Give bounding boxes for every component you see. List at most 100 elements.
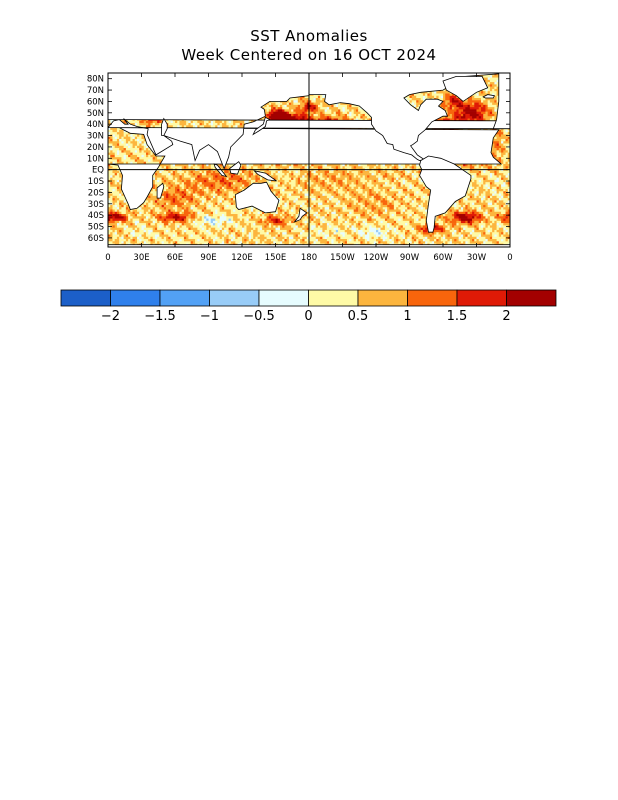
anomaly-cell [112,177,122,181]
anomaly-cell [228,177,241,181]
anomaly-cell [304,116,308,119]
anomaly-cell [293,173,301,176]
anomaly-cell [183,166,187,169]
anomaly-cell [282,104,285,108]
anomaly-cell [271,109,274,112]
anomaly-cell [159,179,162,183]
anomaly-cell [398,163,401,167]
anomaly-cell [391,177,395,181]
anomaly-cell [183,173,189,176]
anomaly-cell [367,118,370,122]
anomaly-cell [360,113,363,117]
anomaly-cell [148,148,151,151]
anomaly-cell [501,148,506,151]
anomaly-cell [342,109,346,112]
anomaly-cell [478,93,491,97]
anomaly-cell [322,98,325,101]
anomaly-cell [492,111,497,115]
anomaly-cell [199,123,203,126]
anomaly-cell [315,100,325,103]
anomaly-cell [494,82,497,85]
anomaly-cell [456,109,459,112]
anomaly-cell [449,100,453,103]
anomaly-cell [489,93,493,97]
anomaly-cell [114,175,120,178]
anomaly-cell [346,116,350,119]
anomaly-cell [483,102,488,106]
anomaly-cell [212,170,216,174]
anomaly-cell [507,150,510,153]
anomaly-cell [489,77,502,81]
anomaly-cell [501,150,504,153]
anomaly-cell [244,177,247,181]
anomaly-cell [177,177,180,181]
anomaly-cell [467,104,471,108]
anomaly-cell [148,159,151,162]
anomaly-cell [492,109,495,112]
anomaly-cell [181,179,185,183]
anomaly-cell [168,166,171,169]
anomaly-cell [507,161,510,165]
anomaly-cell [335,166,339,169]
anomaly-cell [376,170,379,174]
anomaly-cell [237,173,241,176]
anomaly-cell [277,175,283,178]
anomaly-cell [282,163,287,167]
anomaly-cell [141,154,145,158]
anomaly-cell [447,107,450,110]
anomaly-cell [507,132,510,135]
anomaly-cell [175,170,178,174]
anomaly-cell [248,177,252,181]
anomaly-cell [250,179,256,183]
anomaly-cell [268,179,272,183]
anomaly-cell [246,177,249,181]
anomaly-cell [197,175,200,178]
anomaly-cell [313,107,316,110]
anomaly-cell [485,107,488,110]
anomaly-cell [384,173,388,176]
anomaly-cell [112,175,115,178]
anomaly-cell [324,170,330,174]
anomaly-cell [148,152,151,156]
anomaly-cell [221,125,229,128]
anomaly-cell [300,170,310,174]
anomaly-cell [440,116,446,119]
anomaly-cell [313,166,319,169]
anomaly-cell [494,170,497,174]
anomaly-cell [172,120,176,124]
anomaly-cell [226,166,232,169]
anomaly-cell [295,111,303,115]
anomaly-cell [498,150,502,153]
anomaly-cell [355,116,361,119]
anomaly-cell [505,175,509,178]
chart-title: SST Anomalies [250,27,368,45]
anomaly-cell [317,173,321,176]
anomaly-cell [255,177,261,181]
anomaly-cell [119,134,124,137]
anomaly-cell [190,177,196,181]
anomaly-cell [360,111,368,115]
anomaly-cell [170,166,182,169]
anomaly-cell [400,166,404,169]
anomaly-cell [487,86,491,90]
anomaly-cell [469,104,475,108]
anomaly-cell [317,113,321,117]
anomaly-cell [179,120,187,124]
anomaly-cell [148,123,151,126]
anomaly-cell [454,111,459,115]
anomaly-cell [494,166,497,169]
anomaly-cell [489,118,495,122]
anomaly-cell [353,175,357,178]
anomaly-cell [110,127,118,131]
anomaly-cell [480,163,484,167]
anomaly-cell [492,138,502,142]
anomaly-cell [483,88,486,92]
anomaly-cell [315,175,319,178]
anomaly-cell [152,157,156,160]
anomaly-cell [438,98,444,101]
anomaly-cell [152,177,156,181]
anomaly-cell [393,177,397,181]
anomaly-cell [242,177,245,181]
anomaly-cell [139,150,142,153]
anomaly-cell [192,123,196,126]
